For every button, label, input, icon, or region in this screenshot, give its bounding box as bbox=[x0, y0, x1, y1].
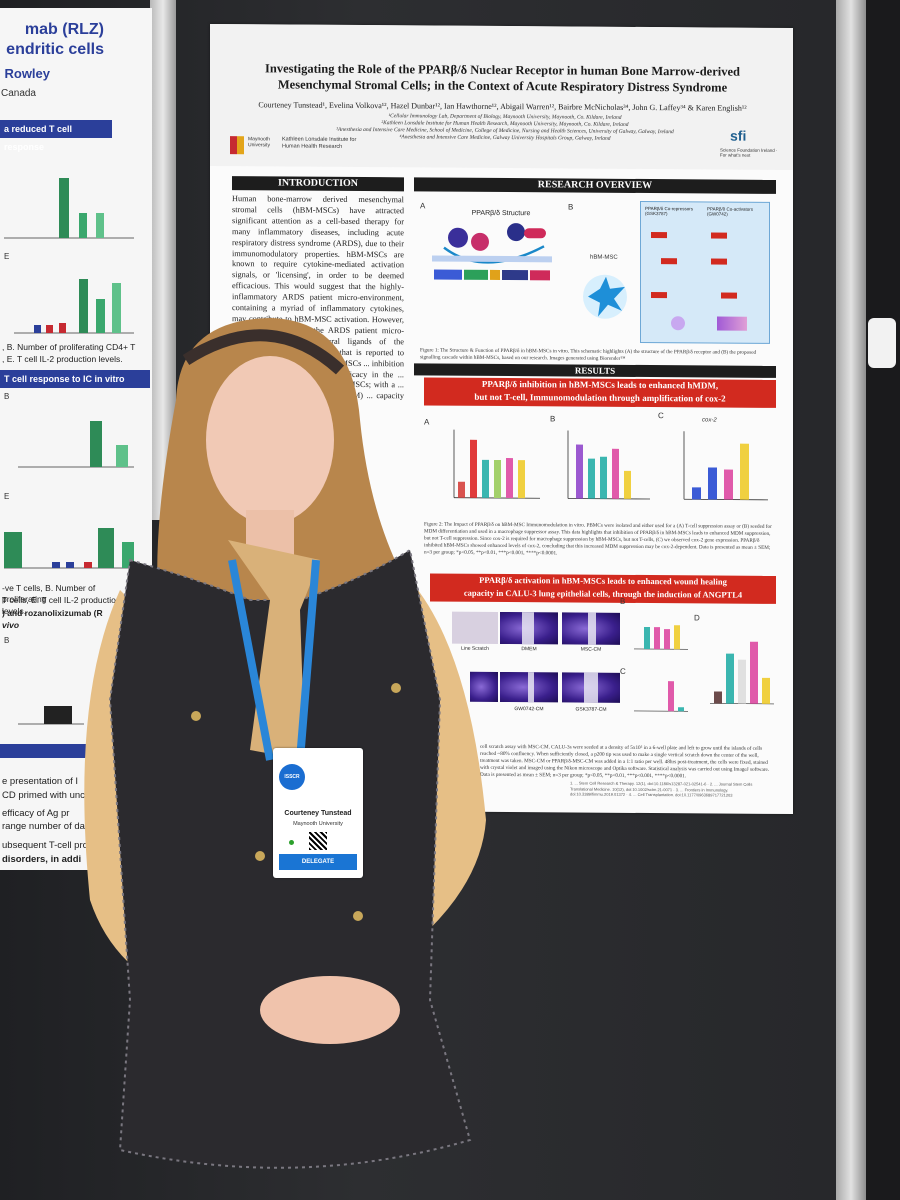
left-poster-panel-label: E bbox=[4, 252, 10, 261]
badge-organization: Maynooth University bbox=[293, 821, 343, 827]
left-poster-text-11: ubsequent T-cell pro bbox=[2, 840, 88, 851]
left-poster-text-10: range number of da bbox=[2, 821, 85, 832]
left-poster-text-4: T cells, E. T cell IL-2 production level… bbox=[2, 595, 121, 616]
bar-chart-wound-d bbox=[710, 641, 774, 705]
bar-chart-c bbox=[683, 431, 768, 501]
msc-cell-icon bbox=[583, 274, 627, 319]
left-poster-author: Rowley bbox=[4, 66, 50, 81]
dress-button bbox=[191, 711, 201, 721]
bar-chart-b bbox=[567, 430, 650, 500]
ppar-structure-diagram bbox=[432, 223, 552, 281]
bar-chart-wound-b bbox=[634, 625, 688, 650]
name-badge: ISSCR Courteney Tunstead Maynooth Univer… bbox=[273, 748, 363, 878]
headband bbox=[182, 329, 345, 375]
left-poster-chart-1 bbox=[4, 178, 134, 239]
clip-icon bbox=[868, 318, 896, 368]
left-poster-panel-label-3: E bbox=[4, 492, 10, 501]
left-poster-chart-4 bbox=[4, 528, 134, 569]
left-poster-title-line2: endritic cells bbox=[6, 41, 104, 58]
left-poster-affiliation: Canada bbox=[0, 88, 36, 99]
left-poster-text-9: efficacy of Ag pr bbox=[2, 808, 70, 819]
left-poster-panel-label-2: B bbox=[4, 392, 10, 401]
dress-button bbox=[353, 911, 363, 921]
left-poster-text-6: vivo bbox=[2, 620, 20, 630]
lanyard bbox=[228, 559, 320, 761]
poster-board-frame-right bbox=[836, 0, 866, 1200]
badge-name: Courteney Tunstead bbox=[284, 810, 352, 817]
left-poster-text-2: , E. T cell IL-2 production levels. bbox=[2, 354, 123, 364]
left-poster-chart-2 bbox=[14, 279, 134, 334]
dress-trim bbox=[108, 548, 472, 1169]
face bbox=[206, 356, 334, 524]
hands bbox=[260, 976, 400, 1044]
left-poster-text-8: CD primed with unco bbox=[2, 790, 91, 801]
left-poster-text-7: e presentation of I bbox=[2, 776, 79, 787]
neck-bow bbox=[228, 540, 320, 760]
left-poster-panel-label-4: B bbox=[4, 636, 10, 645]
left-poster-text-12: disorders, in addi bbox=[2, 854, 82, 865]
bar-chart-wound-c bbox=[634, 681, 688, 712]
left-poster-section-bar: a reduced T cell response bbox=[0, 120, 112, 152]
left-poster-title: mab (RLZ) endritic cells bbox=[0, 20, 104, 60]
main-poster: Investigating the Role of the PPARβ/δ Nu… bbox=[210, 23, 793, 815]
left-poster-text-1: , B. Number of proliferating CD4+ T bbox=[2, 342, 136, 352]
badge-logo: ISSCR bbox=[279, 764, 305, 790]
background-wall bbox=[866, 0, 900, 1200]
left-poster-chart-3 bbox=[18, 421, 134, 468]
dress-button bbox=[255, 851, 265, 861]
left-poster-text-3: -ve T cells, B. Number of proliferating bbox=[2, 583, 96, 604]
left-poster-text-5: ) and rozanolixizumab (R bbox=[2, 608, 103, 618]
dress-button bbox=[391, 683, 401, 693]
qr-code-icon bbox=[309, 832, 327, 850]
badge-role: DELEGATE bbox=[279, 854, 357, 870]
status-dot-icon bbox=[289, 840, 294, 845]
left-poster-section-bar-2: T cell response to IC in vitro bbox=[0, 370, 150, 388]
bar-chart-a bbox=[453, 429, 540, 499]
left-poster-chart-5 bbox=[18, 706, 84, 725]
left-poster-title-line1: mab (RLZ) bbox=[24, 21, 104, 38]
